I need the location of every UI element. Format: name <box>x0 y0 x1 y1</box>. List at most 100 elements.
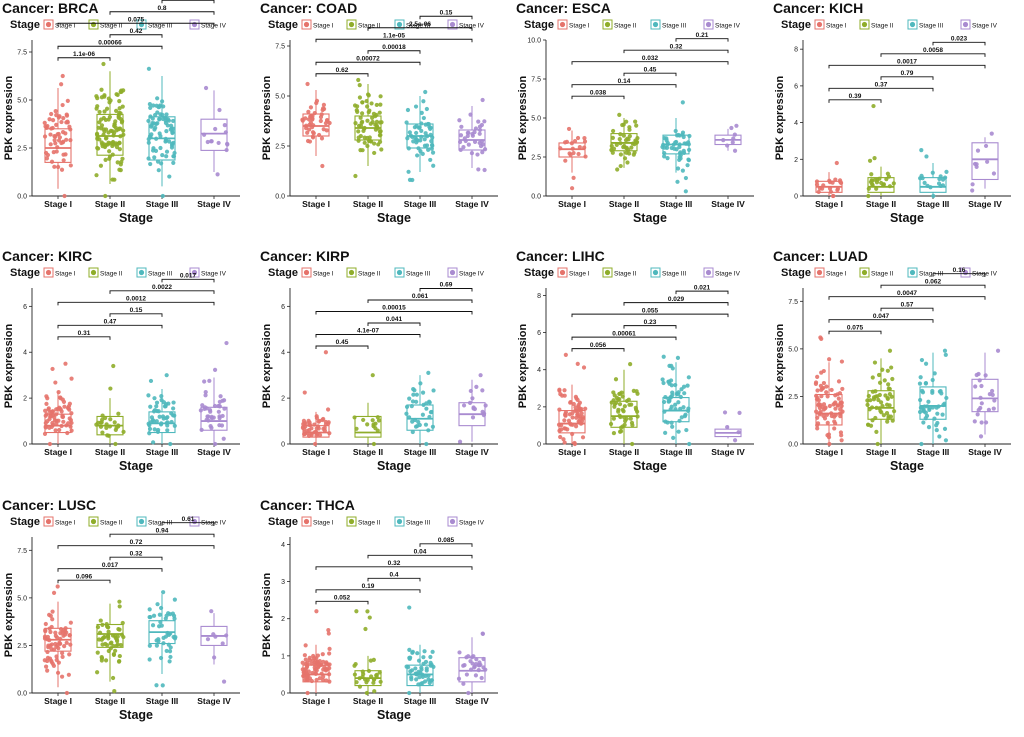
data-point <box>583 406 588 411</box>
data-point <box>377 129 383 134</box>
comparison-bracket: 0.0058 <box>880 47 986 57</box>
data-point <box>815 415 820 420</box>
data-point <box>55 584 60 589</box>
y-tick-label: 0.0 <box>17 194 27 201</box>
data-point <box>461 663 466 668</box>
data-point <box>327 666 332 671</box>
data-point <box>121 634 126 640</box>
p-value-label: 0.62 <box>336 67 349 74</box>
data-point <box>468 388 473 394</box>
panel-title: Cancer: KICH <box>773 0 863 16</box>
data-point <box>354 108 359 113</box>
data-point <box>737 410 742 415</box>
data-point <box>615 167 620 172</box>
data-point <box>869 172 874 177</box>
data-point <box>415 423 420 429</box>
data-point <box>877 380 883 385</box>
legend: Stage Stage I Stage II Stage III Stage IV <box>268 267 485 279</box>
data-point <box>352 672 357 677</box>
data-point <box>313 441 318 447</box>
data-point <box>926 399 931 404</box>
data-point <box>635 409 640 414</box>
data-point <box>669 420 674 425</box>
y-tick-label: 7.5 <box>531 77 541 84</box>
data-point <box>975 412 980 417</box>
data-point <box>309 661 314 666</box>
box-stage-iii <box>404 89 436 183</box>
data-point <box>47 441 53 447</box>
data-point <box>838 414 843 419</box>
data-point <box>158 619 163 625</box>
data-point <box>52 415 57 420</box>
data-point <box>365 118 370 123</box>
legend-key-dot <box>604 21 611 28</box>
data-point <box>870 178 875 183</box>
data-point <box>47 416 52 422</box>
data-point <box>430 424 435 429</box>
data-point <box>59 82 64 87</box>
data-point <box>730 140 735 145</box>
data-point <box>106 629 111 634</box>
comparison-bracket: 0.61 <box>161 516 215 526</box>
data-point <box>377 670 382 675</box>
data-point <box>827 357 832 362</box>
p-value-label: 0.096 <box>76 573 93 580</box>
box-stage-iv <box>200 609 229 684</box>
bracket-line <box>57 568 163 572</box>
data-point <box>111 363 116 369</box>
data-point <box>53 428 58 433</box>
data-point <box>120 104 125 109</box>
x-tick-label: Stage I <box>302 199 330 209</box>
p-value-label: 0.42 <box>130 28 143 35</box>
data-point <box>353 121 358 126</box>
data-point <box>108 646 113 651</box>
data-point <box>101 635 106 640</box>
data-point <box>617 391 622 397</box>
data-point <box>206 414 211 419</box>
data-point <box>467 400 473 405</box>
data-point <box>683 175 689 181</box>
data-point <box>474 384 479 389</box>
box-stage-iv <box>970 131 999 193</box>
p-value-label: 0.32 <box>130 550 143 557</box>
bracket-line <box>109 533 215 538</box>
data-point <box>152 127 157 132</box>
data-point <box>883 393 888 398</box>
data-point <box>303 657 308 662</box>
data-point <box>612 404 617 409</box>
data-point <box>669 145 674 151</box>
data-point <box>833 177 838 182</box>
data-point <box>49 659 54 665</box>
data-point <box>69 428 74 433</box>
data-point <box>970 182 975 187</box>
data-point <box>428 410 434 415</box>
panel-brca: Cancer: BRCA Stage Stage I Stage II Stage II… <box>2 0 240 225</box>
data-point <box>924 154 929 159</box>
data-point <box>686 147 692 152</box>
legend-label: Stage III <box>406 520 430 527</box>
data-point <box>573 394 578 399</box>
data-point <box>866 393 871 399</box>
data-point <box>158 655 164 661</box>
y-tick-label: 7.5 <box>275 44 285 51</box>
data-point <box>165 428 170 433</box>
data-point <box>60 102 65 108</box>
data-point <box>58 631 63 636</box>
data-point <box>870 418 875 423</box>
y-tick-label: 6 <box>23 304 27 311</box>
data-point <box>882 378 887 383</box>
data-point <box>302 653 307 658</box>
data-point <box>418 138 423 143</box>
data-point <box>100 622 105 627</box>
box-stage-ii <box>94 363 126 447</box>
data-point <box>95 625 101 630</box>
data-point <box>619 425 624 430</box>
x-tick-label: Stage II <box>353 447 383 457</box>
data-point <box>106 130 111 135</box>
data-point <box>203 393 208 398</box>
data-point <box>630 441 635 447</box>
box-stage-i <box>814 160 844 199</box>
data-point <box>147 102 152 107</box>
data-point <box>312 110 317 116</box>
